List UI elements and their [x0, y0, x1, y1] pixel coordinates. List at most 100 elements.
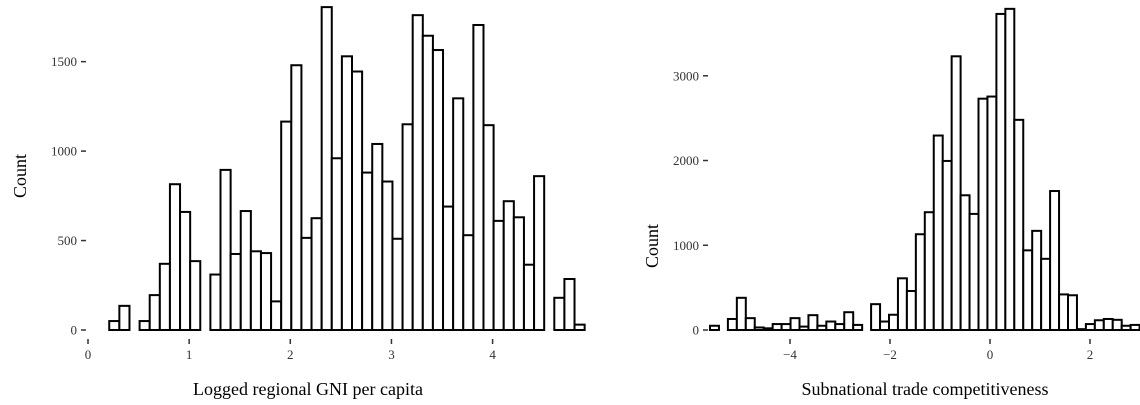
histogram-bar [744, 317, 756, 332]
y-tick-label: 1000 [51, 144, 77, 159]
left-y-axis: 0 500 1000 1500 [51, 54, 86, 338]
histogram-bar [771, 323, 783, 332]
histogram-bar [762, 327, 774, 331]
histogram-bar [259, 252, 273, 331]
histogram-bar [148, 294, 161, 331]
histogram-bar [959, 194, 971, 331]
histogram-bar [1040, 257, 1052, 332]
histogram-bar [361, 171, 374, 331]
histogram-bar [1093, 319, 1105, 332]
histogram-bar [986, 95, 998, 331]
histogram-bar [300, 236, 313, 331]
histogram-bar [249, 250, 262, 331]
histogram-bar [310, 217, 323, 331]
histogram-bar [726, 317, 738, 332]
histogram-bar [482, 124, 495, 331]
y-tick-label: 0 [693, 323, 700, 338]
histogram-bar [209, 273, 222, 332]
histogram-bar [1129, 323, 1140, 332]
histogram-bar [421, 34, 434, 331]
x-tick-label: −4 [783, 347, 797, 362]
x-tick-label: 0 [85, 347, 92, 362]
y-tick-label: 1500 [51, 54, 77, 69]
histogram-bar [472, 23, 485, 332]
histogram-bar [431, 49, 445, 331]
x-tick-label: 4 [489, 347, 496, 362]
histogram-bar [563, 278, 576, 331]
y-tick-label: 3000 [673, 68, 699, 83]
right-y-axis: 0 1000 2000 3000 [673, 68, 708, 338]
histogram-bar [442, 205, 455, 332]
x-tick-label: 2 [1087, 347, 1094, 362]
x-tick-label: 2 [287, 347, 294, 362]
histogram-bar [1067, 294, 1078, 332]
x-tick-label: 0 [987, 347, 994, 362]
histogram-bar [735, 296, 747, 331]
histogram-bar [1022, 249, 1034, 332]
x-tick-label: 1 [186, 347, 193, 362]
histogram-bar [888, 313, 899, 331]
histogram-bar [870, 303, 882, 332]
histogram-bar [1084, 323, 1096, 332]
histogram-bar [1013, 118, 1025, 331]
histogram-bar [280, 120, 293, 331]
y-tick-label: 500 [58, 233, 78, 248]
left-x-axis-title: Logged regional GNI per capita [193, 379, 423, 399]
histogram-bar [843, 311, 855, 331]
right-x-axis: −4 −2 0 2 [783, 339, 1093, 362]
histogram-bar [553, 296, 566, 331]
histogram-bar [852, 323, 864, 332]
histogram-bar [189, 260, 202, 332]
histogram-bar [179, 210, 192, 331]
histogram-bar [452, 97, 465, 331]
histogram-bar [1075, 328, 1087, 331]
histogram-bar [138, 320, 151, 331]
histogram-bar [1049, 190, 1061, 331]
histogram-bar [533, 175, 546, 331]
histogram-bar [1031, 229, 1043, 331]
histogram-bar [401, 123, 414, 331]
histogram-bar [995, 12, 1007, 332]
histogram-bar [753, 326, 765, 331]
histogram-bar [709, 324, 720, 332]
histogram-bar [462, 234, 475, 331]
histogram-bar [219, 168, 232, 331]
histogram-bar [950, 55, 962, 332]
right-x-axis-title: Subnational trade competitiveness [802, 379, 1049, 399]
histogram-bar [290, 64, 303, 332]
histogram-bar [798, 325, 810, 331]
histogram-bar [807, 314, 819, 332]
histogram-bar [371, 142, 384, 331]
histogram-bar [340, 55, 354, 332]
histogram-bar [1058, 293, 1070, 332]
right-histogram-bars [709, 7, 1140, 332]
histogram-bar [108, 320, 121, 331]
histogram-bar [411, 14, 424, 331]
histogram-bar [391, 237, 404, 332]
left-histogram-panel: 0 500 1000 1500 0 1 2 3 4 Logged regional GNI p… [10, 6, 586, 399]
histogram-bar [168, 183, 182, 331]
histogram-bar [351, 70, 364, 331]
histogram-bar [789, 317, 801, 332]
histogram-bar [381, 180, 394, 331]
histogram-bar [158, 262, 171, 331]
y-tick-label: 0 [71, 323, 78, 338]
histogram-bar [968, 212, 980, 331]
histogram-bar [522, 263, 536, 331]
histogram-bar [502, 200, 515, 331]
histogram-bar [239, 210, 252, 331]
histogram-bar [270, 300, 283, 332]
histogram-bar [330, 157, 343, 331]
y-tick-label: 1000 [673, 238, 699, 253]
histogram-bar [923, 211, 935, 331]
histogram-bar [1102, 317, 1114, 332]
left-histogram-bars [108, 6, 586, 332]
histogram-bar [932, 134, 944, 331]
right-y-axis-title: Count [642, 224, 662, 268]
histogram-bar [573, 323, 586, 332]
histogram-bar [492, 219, 505, 332]
histogram-bar [825, 320, 837, 331]
histogram-bar [977, 97, 989, 331]
histogram-bar [118, 304, 131, 332]
